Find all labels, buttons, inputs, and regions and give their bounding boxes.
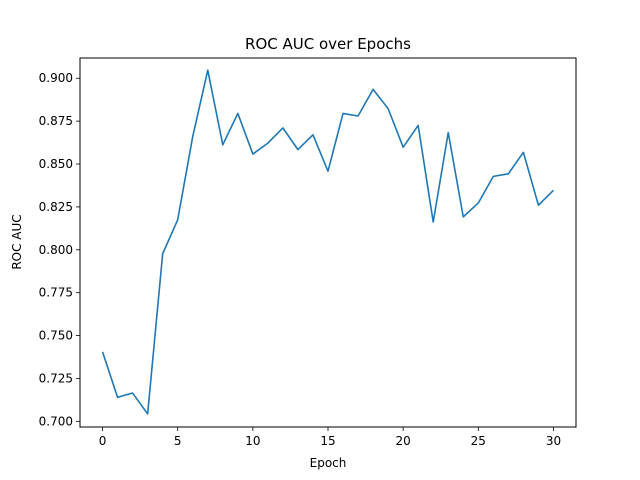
x-tick-label: 20 [396, 434, 411, 448]
x-tick-label: 30 [546, 434, 561, 448]
x-axis-label: Epoch [310, 456, 347, 470]
x-tick-label: 10 [245, 434, 260, 448]
y-axis-label: ROC AUC [10, 214, 24, 269]
y-tick-label: 0.725 [39, 371, 73, 385]
chart-title: ROC AUC over Epochs [245, 35, 411, 53]
y-tick-label: 0.750 [39, 329, 73, 343]
x-tick-label: 5 [174, 434, 182, 448]
y-tick-label: 0.850 [39, 157, 73, 171]
x-tick-label: 25 [471, 434, 486, 448]
y-axis-ticks: 0.700 0.725 0.750 0.775 0.800 0.825 0.850 0.875… [39, 71, 80, 428]
plot-frame [79, 57, 577, 428]
x-tick-label: 15 [320, 434, 335, 448]
series-line-0 [101, 69, 555, 415]
y-tick-label: 0.775 [39, 286, 73, 300]
y-tick-label: 0.800 [39, 243, 73, 257]
y-tick-label: 0.900 [39, 71, 73, 85]
y-tick-label: 0.875 [39, 114, 73, 128]
x-axis-ticks: 0 5 10 15 20 25 30 [99, 427, 561, 448]
x-tick-label: 0 [99, 434, 107, 448]
plot-lines [101, 69, 555, 415]
y-tick-label: 0.700 [39, 414, 73, 428]
y-tick-label: 0.825 [39, 200, 73, 214]
